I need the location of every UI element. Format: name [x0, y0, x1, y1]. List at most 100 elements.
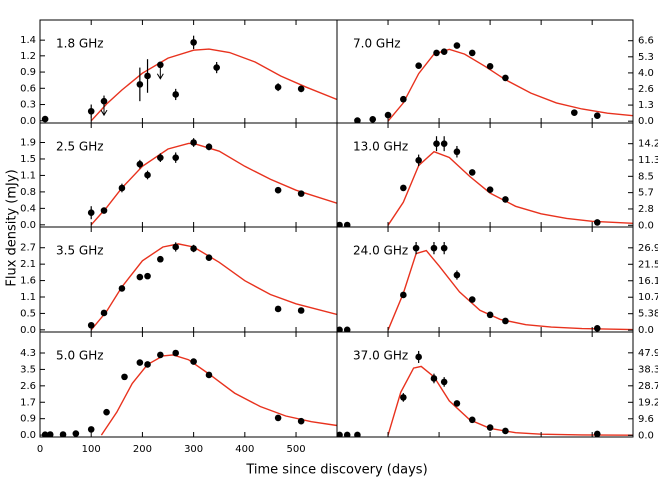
data-point	[157, 255, 164, 263]
y-tick-label: 0.0	[20, 325, 36, 336]
y-tick-label: 2.6	[20, 381, 36, 392]
data-point	[46, 431, 54, 437]
y-tick-label: 0.0	[638, 430, 654, 441]
data-point	[354, 431, 361, 437]
panel-title: 24.0 GHz	[353, 244, 408, 258]
y-tick-label: 1.9	[20, 138, 36, 149]
y-tick-label: 5.7	[638, 188, 654, 199]
y-tick-label: 0.4	[20, 203, 36, 214]
y-tick-label: 28.7	[638, 381, 658, 392]
data-point	[136, 359, 144, 366]
data-point	[205, 254, 213, 262]
data-point	[100, 97, 108, 105]
panel-title: 1.8 GHz	[56, 37, 104, 51]
y-tick-label: 1.1	[20, 292, 36, 303]
y-tick-label: 4.0	[638, 68, 654, 79]
data-point	[400, 394, 407, 401]
data-point	[72, 430, 80, 437]
data-point	[453, 148, 461, 156]
panel	[41, 35, 337, 123]
y-tick-label: 1.2	[20, 51, 36, 62]
y-tick-label: 47.9	[638, 348, 658, 359]
y-tick-label: 38.3	[638, 364, 658, 375]
model-curve	[387, 249, 633, 331]
y-tick-label: 14.2	[638, 139, 658, 150]
data-point	[412, 244, 420, 252]
data-point	[172, 349, 179, 357]
y-tick-label: 6.6	[638, 36, 654, 47]
y-tick-label: 0.0	[20, 116, 36, 127]
y-tick-label: 0.0	[638, 325, 654, 336]
y-tick-label: 2.6	[638, 84, 654, 95]
panel-title: 2.5 GHz	[56, 140, 104, 154]
data-point	[136, 273, 144, 281]
data-point	[343, 326, 351, 332]
data-point	[433, 49, 440, 57]
data-point	[440, 244, 448, 252]
y-tick-label: 1.4	[20, 35, 36, 46]
model-curve	[90, 243, 337, 331]
data-point	[502, 427, 509, 435]
panel	[87, 138, 337, 226]
panel-title: 5.0 GHz	[56, 349, 104, 363]
data-point	[144, 361, 151, 368]
panel	[354, 42, 633, 123]
data-point	[453, 400, 461, 407]
data-point	[121, 373, 128, 381]
data-point	[274, 83, 282, 91]
panel	[337, 242, 633, 332]
data-point	[172, 154, 179, 161]
y-tick-label: 5.3	[638, 52, 654, 63]
data-point	[297, 85, 305, 93]
y-tick-label: 5.38	[638, 309, 658, 320]
data-point	[136, 81, 144, 88]
data-point	[593, 325, 601, 332]
y-tick-label: 1.1	[20, 170, 36, 181]
y-tick-label: 16.14	[638, 276, 658, 287]
data-point	[87, 107, 95, 115]
data-point	[144, 171, 151, 179]
data-point	[468, 416, 476, 424]
panel	[87, 242, 337, 331]
data-point	[502, 74, 509, 82]
y-axis-label: Flux density (mJy)	[5, 169, 20, 286]
panel-title: 3.5 GHz	[56, 244, 104, 258]
x-tick-label: 300	[184, 444, 203, 455]
data-point	[343, 221, 351, 227]
data-point	[172, 243, 179, 251]
data-point	[486, 424, 494, 431]
x-tick-label: 0	[37, 444, 43, 455]
y-tick-label: 2.8	[638, 204, 654, 215]
data-point	[486, 63, 494, 70]
data-point	[274, 186, 282, 194]
data-point	[415, 157, 422, 164]
model-curve	[387, 365, 633, 436]
data-point	[343, 431, 351, 437]
data-point	[384, 111, 392, 119]
data-point	[337, 221, 343, 227]
data-point	[440, 378, 448, 386]
data-point	[144, 272, 151, 280]
model-curve	[387, 48, 633, 122]
x-axis-label: Time since discovery (days)	[245, 463, 427, 478]
data-point	[433, 140, 440, 147]
data-point	[593, 430, 601, 437]
x-tick-label: 100	[82, 444, 101, 455]
data-point	[297, 307, 305, 314]
y-tick-label: 0.5	[20, 308, 36, 319]
data-point	[213, 64, 220, 71]
y-tick-label: 26.9	[638, 243, 658, 254]
data-point	[205, 371, 213, 379]
data-point	[502, 317, 509, 325]
y-tick-label: 1.7	[20, 397, 36, 408]
data-point	[486, 186, 494, 193]
data-point	[157, 351, 164, 359]
data-point	[337, 326, 343, 332]
y-tick-label: 1.6	[20, 276, 36, 287]
data-point	[430, 244, 438, 252]
data-point	[440, 140, 448, 147]
data-point	[190, 39, 197, 46]
data-point	[205, 143, 213, 151]
data-point	[369, 116, 377, 123]
